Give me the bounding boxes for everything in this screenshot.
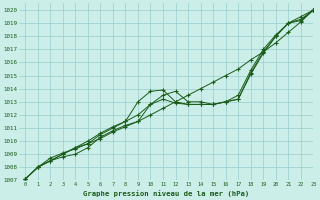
X-axis label: Graphe pression niveau de la mer (hPa): Graphe pression niveau de la mer (hPa) (83, 190, 249, 197)
